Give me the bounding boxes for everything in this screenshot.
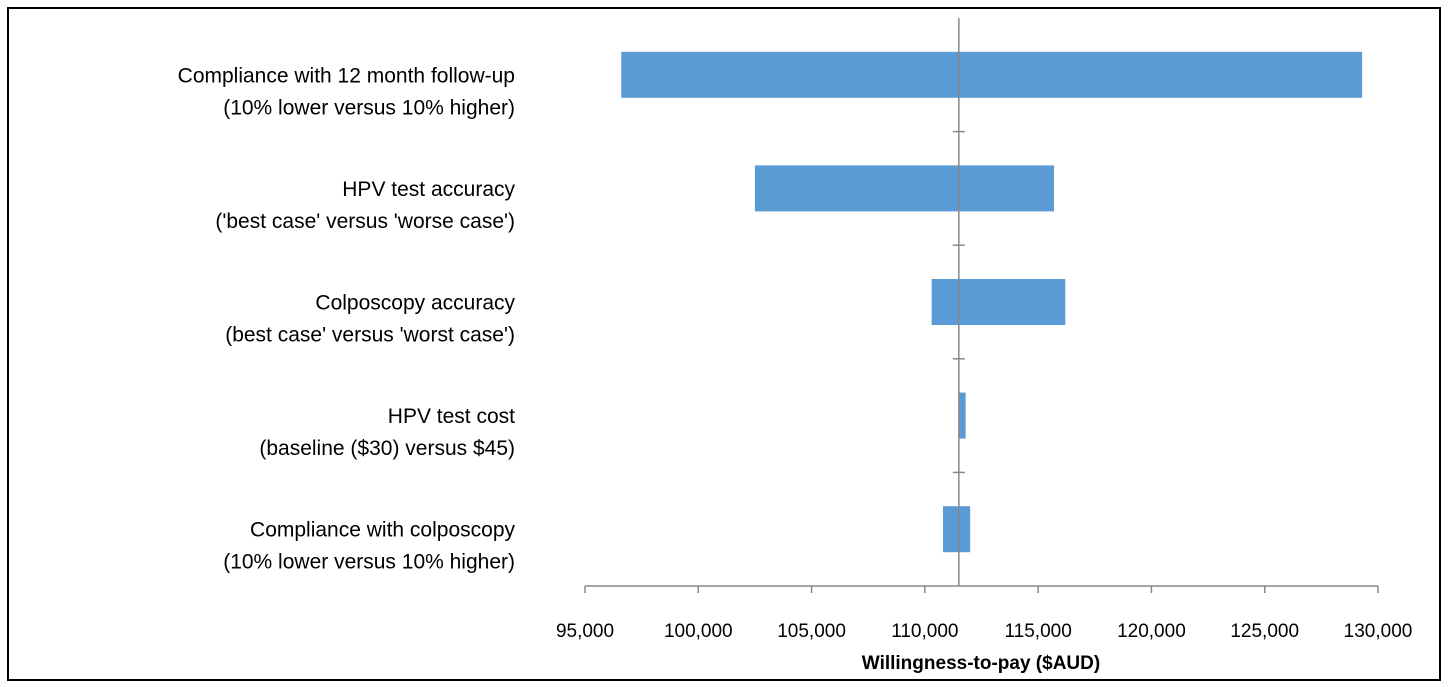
- x-tick-label: 110,000: [891, 621, 958, 642]
- bar: [942, 506, 971, 553]
- x-axis-title: Willingness-to-pay ($AUD): [862, 653, 1100, 674]
- frame: [7, 7, 1441, 681]
- category-label: HPV test accuracy: [342, 178, 515, 201]
- category-label: Colposcopy accuracy: [315, 292, 515, 315]
- x-tick-label: 130,000: [1344, 621, 1413, 642]
- category-label: (baseline ($30) versus $45): [259, 437, 515, 460]
- category-label: (10% lower versus 10% higher): [223, 96, 515, 119]
- category-label: (10% lower versus 10% higher): [223, 551, 515, 574]
- x-tick-label: 100,000: [664, 621, 733, 642]
- category-label: Compliance with colposcopy: [250, 519, 515, 542]
- x-tick-label: 125,000: [1230, 621, 1299, 642]
- x-tick-label: 115,000: [1005, 621, 1072, 642]
- category-label: Compliance with 12 month follow-up: [178, 64, 515, 87]
- x-tick-label: 95,000: [556, 621, 614, 642]
- bar: [931, 279, 1066, 325]
- category-label: (best case' versus 'worst case'): [225, 324, 515, 347]
- x-tick-label: 120,000: [1117, 621, 1186, 642]
- bar: [621, 51, 1363, 98]
- bar: [958, 392, 966, 439]
- category-label: HPV test cost: [388, 405, 515, 428]
- x-tick-label: 105,000: [777, 621, 846, 642]
- bar: [754, 165, 1055, 212]
- category-label: ('best case' versus 'worse case'): [215, 210, 515, 233]
